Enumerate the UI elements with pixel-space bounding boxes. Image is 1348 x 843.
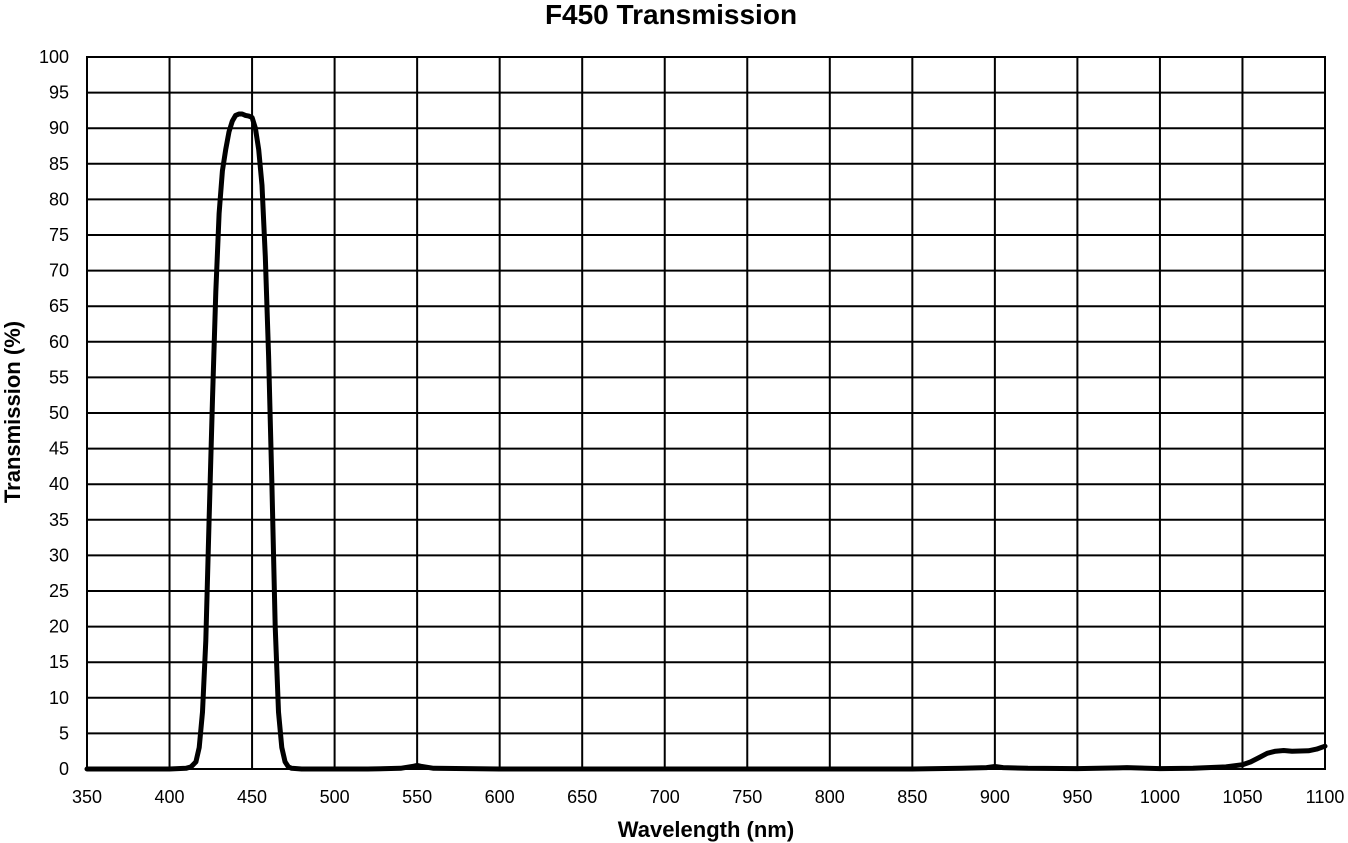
y-tick-label: 40: [49, 474, 69, 494]
x-tick-label: 950: [1062, 787, 1092, 807]
x-tick-label: 600: [485, 787, 515, 807]
y-tick-label: 60: [49, 332, 69, 352]
y-tick-label: 55: [49, 367, 69, 387]
series-layer: [84, 111, 1328, 772]
tick-labels: 350 400 450 500 550 600 650 700 750 800 850 900 950 1…: [39, 47, 1344, 807]
x-tick-label: 450: [237, 787, 267, 807]
y-tick-label: 65: [49, 296, 69, 316]
y-tick-label: 95: [49, 83, 69, 103]
x-tick-label: 700: [650, 787, 680, 807]
x-tick-label: 350: [72, 787, 102, 807]
x-tick-label: 550: [402, 787, 432, 807]
y-tick-label: 45: [49, 439, 69, 459]
grid: [86, 56, 1326, 770]
y-tick-label: 5: [59, 723, 69, 743]
y-tick-label: 50: [49, 403, 69, 423]
x-tick-label: 800: [815, 787, 845, 807]
x-tick-label: 900: [980, 787, 1010, 807]
y-tick-label: 20: [49, 617, 69, 637]
x-tick-label: 500: [320, 787, 350, 807]
y-tick-label: 75: [49, 225, 69, 245]
x-tick-label: 1100: [1306, 787, 1345, 807]
y-tick-label: 100: [39, 47, 69, 67]
y-tick-label: 15: [49, 652, 69, 672]
y-tick-label: 25: [49, 581, 69, 601]
x-tick-label: 400: [155, 787, 185, 807]
x-tick-label: 850: [897, 787, 927, 807]
y-tick-label: 10: [49, 688, 69, 708]
y-tick-label: 85: [49, 154, 69, 174]
y-tick-label: 35: [49, 510, 69, 530]
x-axis-label: Wavelength (nm): [618, 817, 794, 842]
x-tick-label: 1000: [1140, 787, 1180, 807]
x-tick-label: 650: [567, 787, 597, 807]
y-tick-label: 80: [49, 189, 69, 209]
transmission-curve: [84, 111, 1328, 772]
y-tick-label: 0: [59, 759, 69, 779]
y-tick-label: 90: [49, 118, 69, 138]
x-tick-label: 1050: [1222, 787, 1262, 807]
chart-title: F450 Transmission: [545, 0, 797, 30]
y-tick-label: 70: [49, 261, 69, 281]
y-axis-label: Transmission (%): [0, 321, 25, 503]
y-tick-label: 30: [49, 545, 69, 565]
x-tick-label: 750: [732, 787, 762, 807]
